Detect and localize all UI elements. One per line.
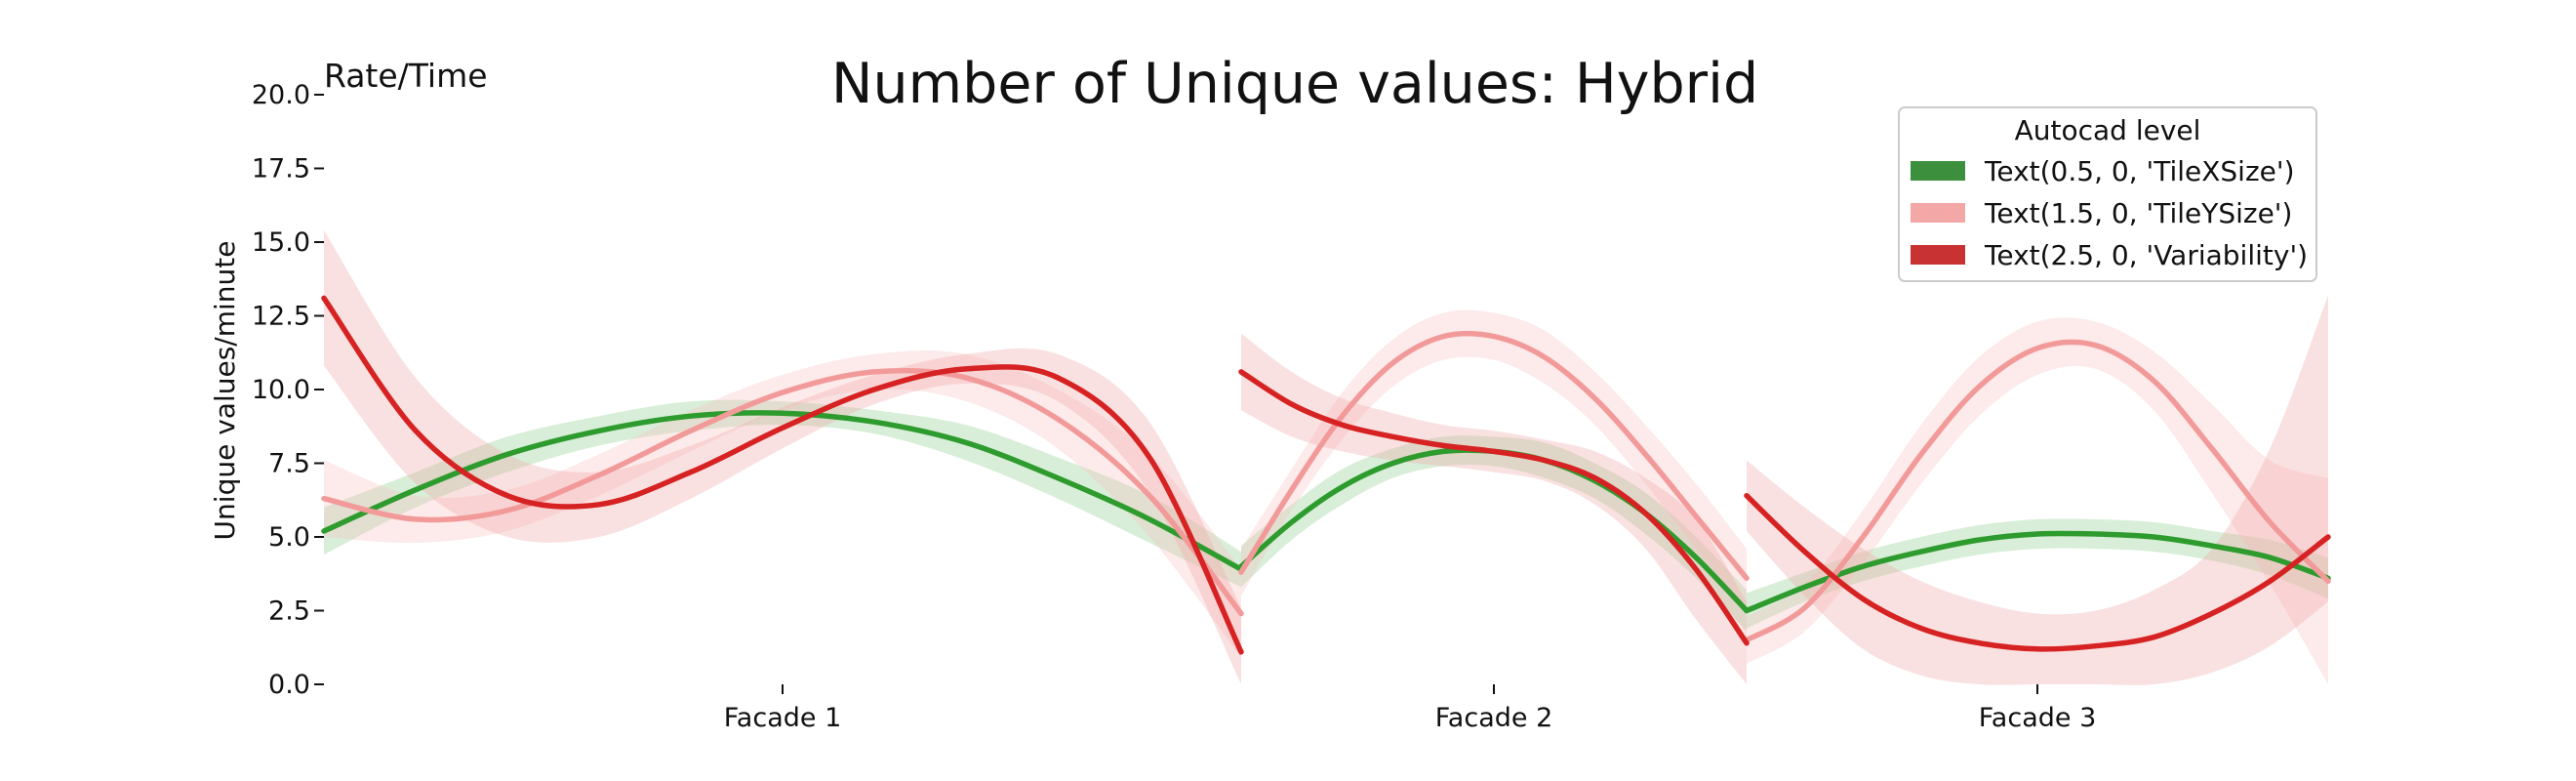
confidence-band bbox=[1747, 518, 2328, 629]
x-tick-label: Facade 2 bbox=[1435, 703, 1553, 733]
legend-swatch bbox=[1911, 161, 1965, 181]
y-tick-label: 15.0 bbox=[252, 227, 310, 258]
confidence-band bbox=[1241, 333, 1747, 684]
corner-label: Rate/Time bbox=[324, 57, 488, 95]
confidence-band bbox=[1747, 295, 2328, 685]
legend-entry-label: Text(1.5, 0, 'TileYSize') bbox=[1984, 197, 2292, 229]
legend: Autocad level Text(0.5, 0, 'TileXSize')T… bbox=[1898, 106, 2317, 282]
confidence-bands bbox=[324, 229, 2328, 685]
confidence-band bbox=[1241, 435, 1747, 632]
x-tick-label: Facade 3 bbox=[1979, 703, 2097, 733]
series-line bbox=[1744, 339, 2331, 643]
y-tick-label: 7.5 bbox=[268, 449, 310, 479]
legend-entry-label: Text(0.5, 0, 'TileXSize') bbox=[1984, 155, 2295, 187]
y-tick-label: 0.0 bbox=[268, 670, 310, 700]
series-line bbox=[1238, 330, 1750, 582]
legend-frame bbox=[1898, 106, 2317, 282]
confidence-band bbox=[324, 229, 1241, 684]
y-axis-label: Unique values/minute bbox=[209, 241, 241, 541]
x-axis: Facade 1 Facade 2 Facade 3 bbox=[724, 684, 2097, 733]
y-tick-label: 12.5 bbox=[252, 302, 310, 332]
series-line bbox=[321, 410, 1244, 572]
legend-swatch bbox=[1911, 203, 1965, 223]
x-tick-label: Facade 1 bbox=[724, 703, 842, 733]
series-line bbox=[1744, 530, 2331, 614]
legend-items: Text(0.5, 0, 'TileXSize') Text(1.5, 0, 'T… bbox=[1911, 155, 2308, 271]
confidence-band bbox=[324, 350, 1241, 658]
y-tick-label: 17.5 bbox=[252, 154, 310, 185]
y-tick-label: 10.0 bbox=[252, 375, 310, 405]
legend-title: Autocad level bbox=[2015, 114, 2201, 146]
series-lines bbox=[321, 295, 2331, 655]
confidence-band bbox=[324, 399, 1241, 588]
series-line bbox=[321, 295, 1244, 655]
y-tick-label: 2.5 bbox=[268, 596, 310, 627]
legend-swatch bbox=[1911, 245, 1965, 265]
y-tick-label: 20.0 bbox=[252, 80, 310, 110]
chart-title: Number of Unique values: Hybrid bbox=[831, 52, 1758, 116]
series-line bbox=[1238, 369, 1750, 646]
series-line bbox=[1744, 492, 2331, 652]
y-tick-label: 5.0 bbox=[268, 522, 310, 553]
y-axis: 0.0 2.5 5.0 7.5 10.0 12.5 15.0 17.5 20.0 bbox=[252, 80, 324, 700]
series-line bbox=[321, 367, 1244, 617]
legend-entry-label: Text(2.5, 0, 'Variability') bbox=[1984, 239, 2308, 271]
